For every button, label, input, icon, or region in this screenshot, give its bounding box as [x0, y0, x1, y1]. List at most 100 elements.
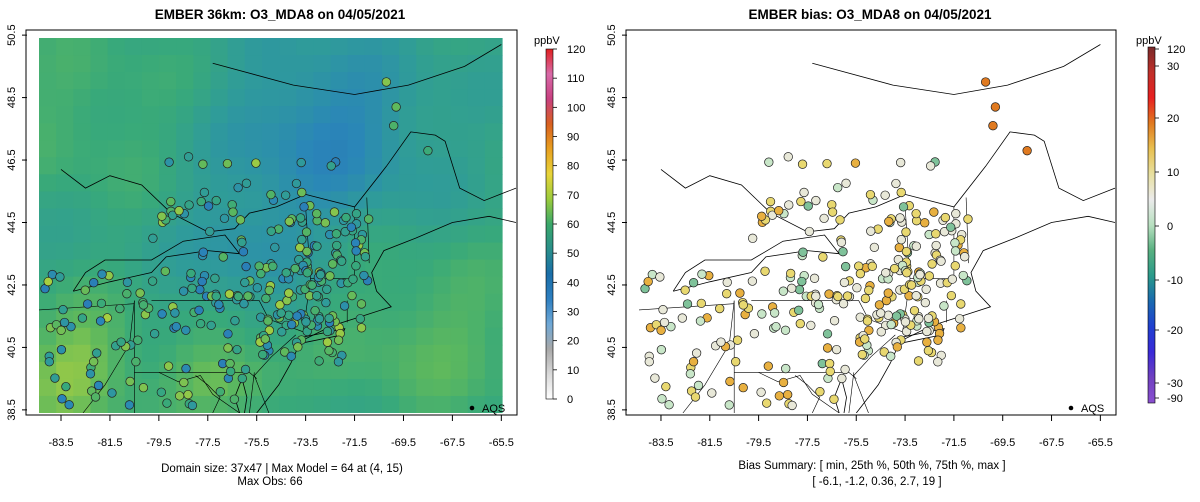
- model-grid-cell: [227, 106, 246, 124]
- model-observation-point: [157, 309, 167, 319]
- bias-observation-point: [842, 291, 853, 301]
- model-observation-point: [179, 377, 189, 388]
- model-observation-point: [58, 305, 68, 315]
- state-boundary: [795, 375, 820, 413]
- model-grid-cell: [399, 259, 417, 278]
- model-grid-cell: [227, 72, 246, 90]
- bias-observation-point: [666, 322, 676, 332]
- model-observation-point: [297, 234, 307, 245]
- model-grid-cell: [261, 89, 280, 107]
- model-grid-cell: [176, 344, 194, 363]
- model-grid-cell: [364, 378, 383, 397]
- bias-observation-point: [931, 229, 941, 239]
- model-grid-cell: [433, 72, 452, 90]
- model-grid-cell: [433, 293, 452, 312]
- model-grid-cell: [279, 38, 297, 56]
- bias-observation-point: [664, 400, 674, 410]
- model-grid-cell: [484, 310, 503, 329]
- model-grid-cell: [227, 140, 246, 158]
- model-grid-cell: [484, 378, 503, 397]
- bias-observation-point: [797, 159, 808, 169]
- model-grid-cell: [450, 208, 469, 227]
- bias-observation-point: [857, 349, 867, 360]
- model-grid-cell: [107, 174, 126, 193]
- model-grid-cell: [381, 55, 400, 73]
- model-grid-cell: [261, 140, 280, 158]
- bias-observation-point: [799, 187, 809, 198]
- model-grid-cell: [107, 157, 126, 175]
- model-grid-cell: [467, 276, 486, 295]
- bias-observation-point: [760, 266, 770, 276]
- model-grid-cell: [467, 191, 486, 210]
- bias-observation-point: [841, 261, 851, 272]
- model-grid-cell: [124, 72, 143, 90]
- model-grid-cell: [433, 191, 452, 210]
- model-grid-cell: [416, 106, 435, 124]
- model-grid-cell: [381, 140, 400, 158]
- model-grid-cell: [364, 310, 383, 329]
- model-grid-cell: [39, 89, 57, 107]
- model-y-tick-label: 40.5: [6, 337, 18, 358]
- model-grid-cell: [159, 123, 177, 141]
- bias-observation-point: [748, 233, 758, 243]
- model-grid-cell: [141, 123, 160, 141]
- model-grid-cell: [313, 378, 332, 397]
- model-observation-point: [326, 161, 336, 171]
- bias-observation-point: [911, 291, 921, 301]
- coastline: [855, 215, 1116, 413]
- model-observation-point: [89, 357, 99, 367]
- model-grid-cell: [124, 208, 143, 227]
- model-observation-point: [89, 278, 99, 288]
- model-grid-cell: [296, 106, 314, 124]
- model-grid-cell: [484, 106, 503, 124]
- model-grid-cell: [484, 55, 503, 73]
- model-observation-point: [181, 363, 191, 374]
- model-grid-cell: [73, 242, 92, 261]
- model-observation-point: [315, 270, 326, 280]
- model-colorbar-tick-label: 80: [567, 161, 579, 173]
- model-grid-cell: [141, 395, 160, 413]
- model-grid-cell: [90, 191, 109, 210]
- model-grid-cell: [450, 191, 469, 210]
- model-observation-point: [346, 222, 357, 232]
- model-grid-cell: [193, 208, 212, 227]
- model-grid-cell: [364, 140, 383, 158]
- model-grid-cell: [450, 276, 469, 295]
- model-grid-cell: [227, 259, 246, 278]
- model-grid-cell: [381, 276, 400, 295]
- bias-colorbar-bar: [1147, 46, 1156, 404]
- bias-observation-point: [763, 361, 773, 371]
- model-grid-cell: [90, 72, 109, 90]
- bias-observation-point: [855, 269, 866, 279]
- bias-observation-point: [804, 226, 815, 237]
- bias-x-tick-label: -79.5: [746, 437, 771, 449]
- model-observation-point: [93, 380, 104, 391]
- model-observation-point: [238, 247, 249, 257]
- model-grid-cell: [279, 225, 297, 244]
- model-grid-cell: [279, 72, 297, 90]
- model-grid-cell: [193, 327, 212, 346]
- bias-colorbar-tick-label: 0: [1167, 221, 1173, 233]
- model-x-tick-label: -65.5: [489, 437, 514, 449]
- state-boundary: [848, 372, 855, 413]
- bias-observation-point: [822, 158, 832, 169]
- model-grid-cell: [381, 327, 400, 346]
- model-observation-point: [312, 208, 322, 219]
- model-grid-cell: [141, 361, 160, 380]
- bias-panel: EMBER bias: O3_MDA8 on 04/05/2021 -83.5-…: [606, 7, 1117, 488]
- bias-observation-point: [954, 314, 965, 324]
- bias-observation-point: [909, 305, 920, 316]
- model-observation-point: [187, 283, 197, 293]
- model-grid-cell: [296, 174, 314, 193]
- model-observation-point: [324, 346, 334, 356]
- bias-observation-point: [829, 394, 839, 404]
- model-grid-cell: [39, 191, 57, 210]
- model-observation-point: [320, 218, 330, 228]
- model-grid-cell: [90, 106, 109, 124]
- model-grid-cell: [467, 174, 486, 193]
- model-grid-cell: [56, 38, 74, 56]
- bias-observation-point: [822, 343, 833, 353]
- model-grid-cell: [227, 38, 246, 56]
- coastline: [812, 44, 1101, 95]
- model-grid-cell: [313, 395, 332, 413]
